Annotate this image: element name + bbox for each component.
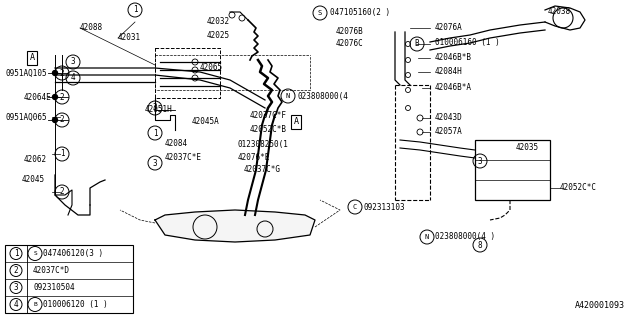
Circle shape	[52, 70, 58, 76]
Text: 42076A: 42076A	[435, 23, 463, 33]
Text: 010006120 (1 ): 010006120 (1 )	[43, 300, 108, 309]
Text: 023808000(4 ): 023808000(4 )	[435, 233, 495, 242]
Text: S: S	[318, 10, 322, 16]
Text: 42052C*B: 42052C*B	[250, 125, 287, 134]
Text: 42065: 42065	[200, 63, 223, 73]
Text: 023808000(4: 023808000(4	[298, 92, 349, 100]
Text: 2: 2	[60, 68, 64, 77]
Text: 42037C*F: 42037C*F	[250, 110, 287, 119]
Text: 3: 3	[70, 58, 76, 67]
Text: B: B	[415, 39, 419, 49]
Text: 42076C: 42076C	[336, 39, 364, 49]
Text: 1: 1	[132, 5, 138, 14]
Text: 4: 4	[13, 300, 19, 309]
Text: 42045: 42045	[22, 175, 45, 185]
Text: 42025: 42025	[207, 30, 230, 39]
Text: 42045A: 42045A	[192, 117, 220, 126]
Text: 092313103: 092313103	[363, 203, 404, 212]
Text: 1: 1	[153, 129, 157, 138]
Text: 3: 3	[13, 283, 19, 292]
Text: 42051H: 42051H	[145, 106, 173, 115]
Text: 42038: 42038	[548, 7, 571, 17]
Text: 012308250(1: 012308250(1	[238, 140, 289, 149]
Text: 42046B*B: 42046B*B	[435, 53, 472, 62]
Text: 4: 4	[70, 74, 76, 83]
Text: 42064E: 42064E	[24, 92, 52, 101]
Text: 2: 2	[60, 116, 64, 124]
Text: 3: 3	[477, 156, 483, 165]
Text: 42052C*C: 42052C*C	[560, 183, 597, 193]
Text: 42043D: 42043D	[435, 114, 463, 123]
Text: 42046B*A: 42046B*A	[435, 84, 472, 92]
Text: B: B	[33, 302, 37, 307]
Text: 42037C*D: 42037C*D	[33, 266, 70, 275]
Text: 42076B: 42076B	[336, 28, 364, 36]
Text: 42062: 42062	[24, 156, 47, 164]
Text: 42084H: 42084H	[435, 68, 463, 76]
Text: 0951AQ105: 0951AQ105	[5, 68, 47, 77]
Text: 42076*E: 42076*E	[238, 154, 270, 163]
Circle shape	[52, 94, 58, 100]
Circle shape	[52, 117, 58, 123]
Text: 3: 3	[153, 103, 157, 113]
Polygon shape	[155, 210, 315, 242]
Text: 8: 8	[477, 241, 483, 250]
Text: 42057A: 42057A	[435, 127, 463, 137]
Text: 2: 2	[60, 188, 64, 196]
Text: C: C	[353, 204, 357, 210]
Text: 42084: 42084	[165, 140, 188, 148]
Text: 42032: 42032	[207, 18, 230, 27]
Text: 42035: 42035	[516, 143, 539, 153]
Text: 010006160 (1 ): 010006160 (1 )	[435, 38, 500, 47]
Text: 047406120(3 ): 047406120(3 )	[43, 249, 103, 258]
Text: 2: 2	[60, 92, 64, 101]
Text: N: N	[425, 234, 429, 240]
Text: S: S	[33, 251, 37, 256]
Text: 2: 2	[13, 266, 19, 275]
Text: 42088: 42088	[80, 23, 103, 33]
Text: 42031: 42031	[118, 34, 141, 43]
Text: 1: 1	[13, 249, 19, 258]
Text: 42037C*E: 42037C*E	[165, 153, 202, 162]
Text: 3: 3	[153, 158, 157, 167]
Text: N: N	[286, 93, 290, 99]
Bar	[5, 245, 133, 313]
Text: 047105160(2 ): 047105160(2 )	[330, 9, 390, 18]
Text: 42037C*G: 42037C*G	[244, 165, 281, 174]
Text: 1: 1	[60, 149, 64, 158]
Bar	[475, 140, 550, 200]
Text: A: A	[29, 53, 35, 62]
Text: 0951AQ065: 0951AQ065	[5, 113, 47, 122]
Text: A420001093: A420001093	[575, 301, 625, 310]
Text: 092310504: 092310504	[33, 283, 75, 292]
Text: A: A	[294, 117, 298, 126]
